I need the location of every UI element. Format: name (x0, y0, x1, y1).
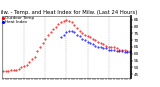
Legend: Outdoor Temp, Heat Index: Outdoor Temp, Heat Index (2, 16, 34, 24)
Title: Milw. - Temp. and Heat Index for Milw. (Last 24 Hours): Milw. - Temp. and Heat Index for Milw. (… (0, 10, 137, 15)
